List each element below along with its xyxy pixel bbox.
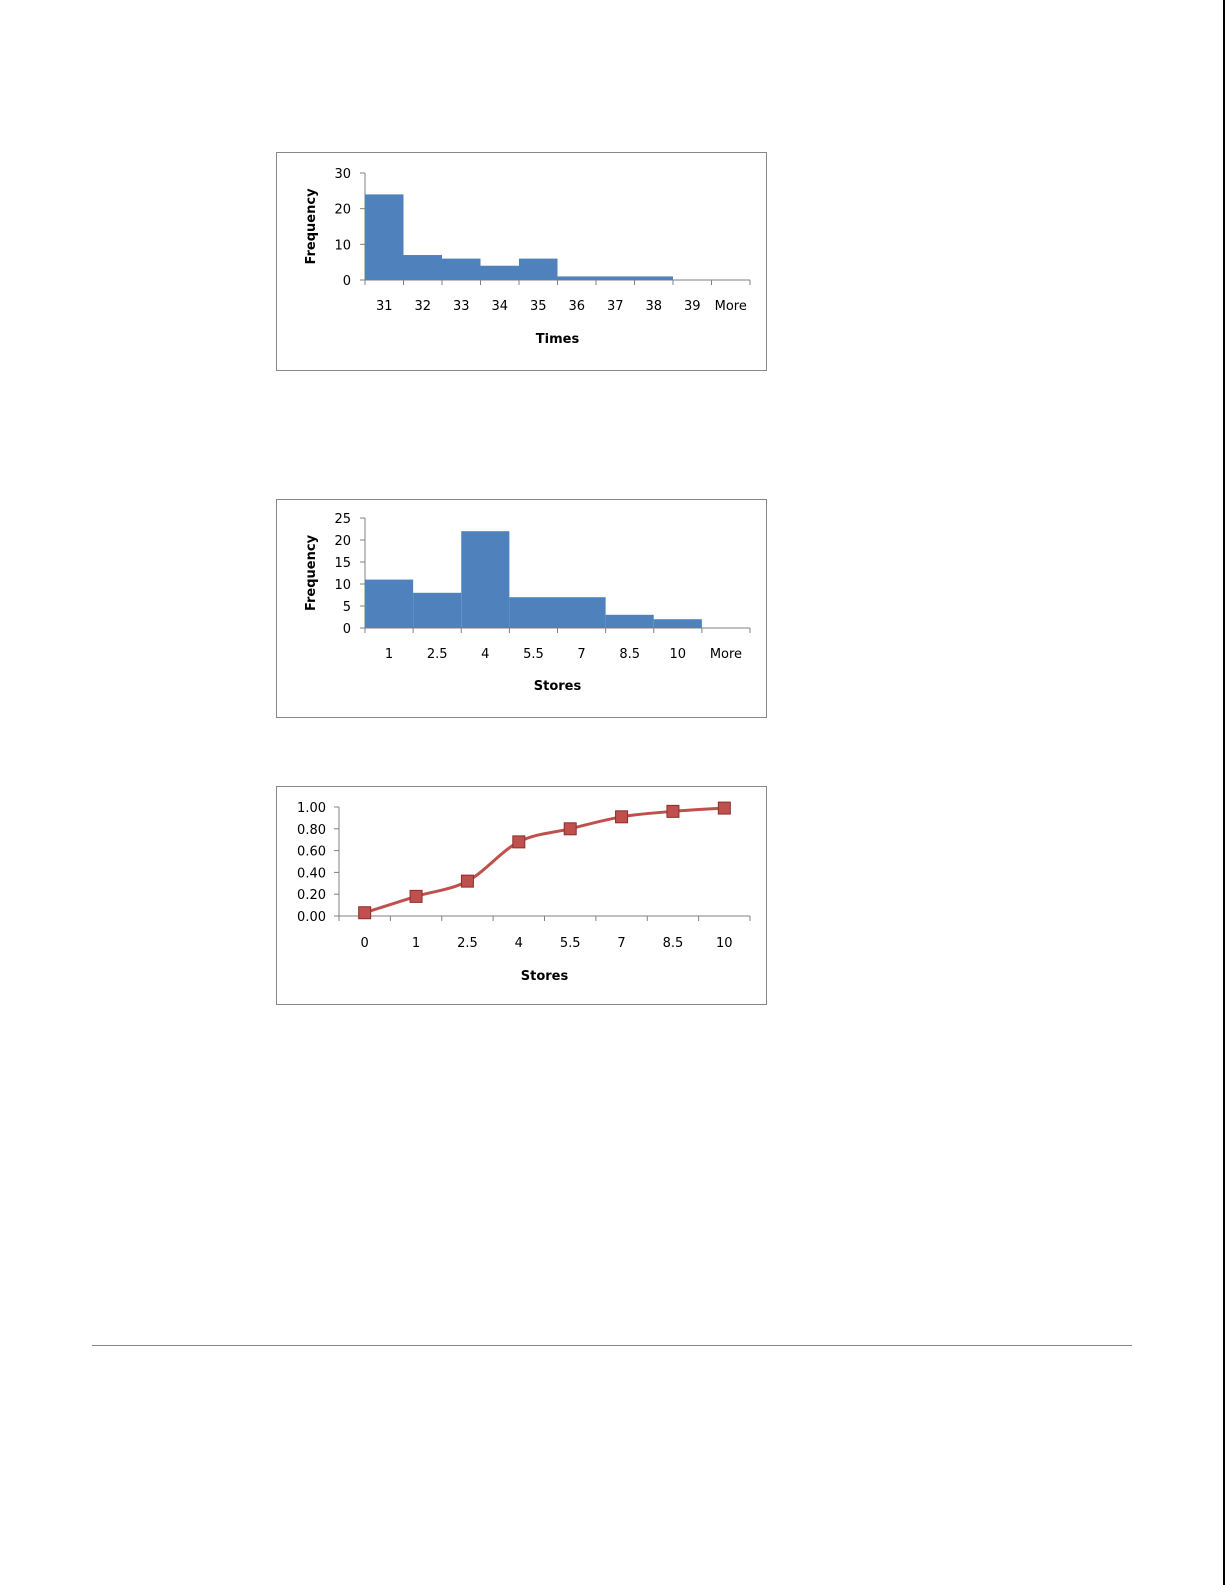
x-tick-label: 32	[414, 299, 431, 314]
x-tick-label: More	[710, 647, 742, 662]
x-tick-label: 2.5	[427, 647, 448, 662]
histogram-bar-10	[653, 619, 702, 628]
chart-cumulative-svg: 0.00 0.20 0.40 0.60 0.80 1.00 0 1 2.5 4 5.5 7 8.5 10 S…	[297, 801, 751, 984]
y-tick-label: 30	[334, 167, 351, 182]
y-tick-label: 25	[334, 512, 351, 527]
y-tick-label: 1.00	[297, 801, 326, 816]
footer-divider	[92, 1345, 1132, 1346]
x-tick-label: 35	[530, 299, 547, 314]
y-tick-label: 0.20	[297, 888, 326, 903]
x-tick-label: 8.5	[619, 647, 640, 662]
x-tick-label: 2.5	[457, 936, 478, 951]
histogram-bar-35	[519, 258, 558, 280]
y-tick-label: 0.00	[297, 910, 326, 925]
data-point-marker-7	[615, 810, 629, 824]
x-tick-label: 5.5	[560, 936, 581, 951]
data-point-marker-5-5	[563, 822, 577, 836]
x-tick-label: 38	[645, 299, 662, 314]
y-tick-label: 0.60	[297, 845, 326, 860]
y-tick-label: 5	[343, 600, 351, 615]
x-tick-label: 36	[568, 299, 585, 314]
data-point-marker-1	[409, 889, 423, 903]
histogram-bar-5-5	[509, 597, 558, 628]
x-tick-label: 7	[577, 647, 585, 662]
x-tick-label: 1	[385, 647, 393, 662]
x-axis-title: Stores	[521, 969, 569, 984]
y-tick-label: 0.80	[297, 823, 326, 838]
x-tick-label: 34	[491, 299, 508, 314]
chart-stores-histogram: 0 5 10 15 20 25 1 2.5 4 5.5 7 8.5 10 More Stores Freque…	[276, 499, 767, 718]
y-tick-label: 0.40	[297, 866, 326, 881]
histogram-bar-33	[442, 258, 481, 280]
x-tick-label: 10	[670, 647, 687, 662]
data-point-marker-2-5	[460, 874, 474, 888]
x-tick-label: More	[715, 299, 747, 314]
histogram-bar-36	[557, 276, 596, 280]
y-axis-title: Frequency	[304, 188, 319, 265]
x-axis-title: Stores	[534, 679, 582, 694]
x-tick-label: 31	[376, 299, 393, 314]
histogram-bar-31	[365, 194, 404, 280]
data-point-marker-8-5	[666, 804, 680, 818]
x-tick-label: 0	[361, 936, 369, 951]
x-tick-label: 5.5	[523, 647, 544, 662]
x-tick-label: 39	[684, 299, 701, 314]
x-tick-label: 33	[453, 299, 470, 314]
y-axis-title: Frequency	[304, 534, 319, 611]
x-axis-title: Times	[536, 332, 580, 347]
data-point-marker-0	[358, 906, 372, 920]
x-tick-label: 1	[412, 936, 420, 951]
y-tick-label: 0	[343, 274, 351, 289]
x-tick-label: 4	[515, 936, 523, 951]
x-tick-label: 37	[607, 299, 624, 314]
histogram-bar-38	[634, 276, 673, 280]
data-point-marker-4	[512, 835, 526, 849]
y-tick-label: 20	[334, 203, 351, 218]
chart-times-histogram: 0 10 20 30 31 32 33 34 35 36 37 38 39 More Times Freque…	[276, 152, 767, 371]
y-tick-label: 15	[334, 556, 351, 571]
histogram-bar-37	[596, 276, 635, 280]
chart-times-svg: 0 10 20 30 31 32 33 34 35 36 37 38 39 More Times Freque…	[304, 167, 751, 347]
x-tick-label: 4	[481, 647, 489, 662]
x-tick-label: 10	[716, 936, 733, 951]
data-point-marker-10	[717, 801, 731, 815]
histogram-bar-4	[461, 531, 510, 628]
histogram-bar-2-5	[413, 592, 462, 628]
histogram-bar-34	[480, 265, 519, 280]
x-tick-label: 8.5	[663, 936, 684, 951]
chart-stores-svg: 0 5 10 15 20 25 1 2.5 4 5.5 7 8.5 10 More Stores Freque…	[304, 512, 751, 694]
histogram-bar-7	[557, 597, 606, 628]
page-edge	[1223, 0, 1225, 1585]
y-tick-label: 0	[343, 622, 351, 637]
y-tick-label: 10	[334, 238, 351, 253]
histogram-bar-8-5	[605, 614, 654, 628]
histogram-bar-1	[365, 579, 414, 628]
x-tick-label: 7	[617, 936, 625, 951]
histogram-bar-32	[403, 255, 442, 280]
chart-stores-cumulative: 0.00 0.20 0.40 0.60 0.80 1.00 0 1 2.5 4 5.5 7 8.5 10 S…	[276, 786, 767, 1005]
y-tick-label: 10	[334, 578, 351, 593]
y-tick-label: 20	[334, 534, 351, 549]
